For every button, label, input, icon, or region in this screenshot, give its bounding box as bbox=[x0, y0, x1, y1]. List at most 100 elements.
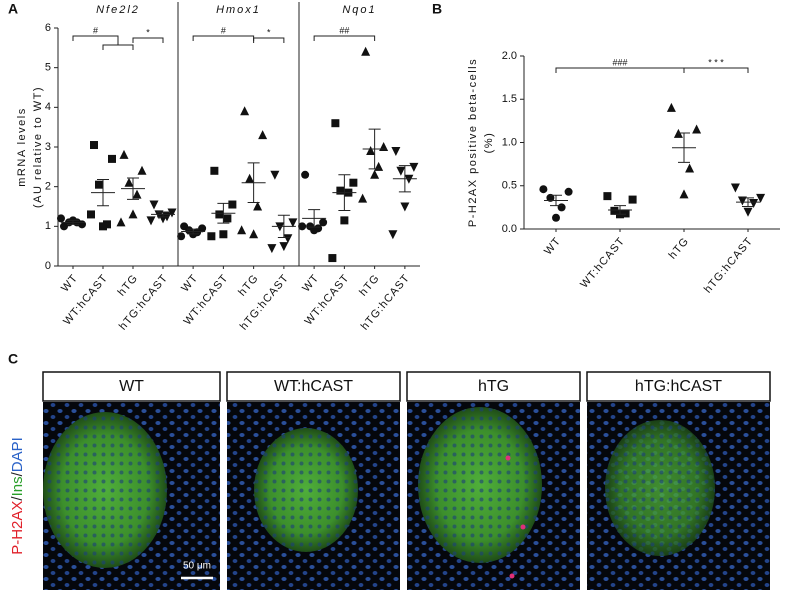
data-point bbox=[730, 183, 740, 193]
group bbox=[730, 183, 766, 217]
data-point bbox=[388, 230, 398, 240]
sem-bar bbox=[742, 197, 754, 208]
data-point bbox=[95, 180, 103, 189]
data-point bbox=[128, 209, 138, 219]
sem-bar bbox=[217, 202, 230, 224]
image-label: hTG:hCAST bbox=[635, 378, 722, 395]
x-tick-label: WT bbox=[300, 272, 321, 294]
significance-label: * * * bbox=[708, 57, 724, 67]
data-point bbox=[539, 185, 548, 194]
data-point bbox=[228, 200, 237, 209]
sem-bar bbox=[308, 209, 321, 228]
sem-bar bbox=[368, 128, 381, 170]
group bbox=[207, 166, 237, 241]
stain-label-part: P-H2AX bbox=[9, 501, 26, 555]
gene-title: Hmox1 bbox=[216, 4, 261, 16]
data-point bbox=[207, 232, 216, 241]
data-point bbox=[564, 187, 573, 196]
significance-bracket bbox=[102, 41, 134, 50]
data-point bbox=[219, 230, 228, 239]
x-tick-label: WT:hCAST bbox=[578, 235, 627, 291]
y-tick-label: 1 bbox=[45, 220, 51, 232]
stain-label-part: / bbox=[9, 471, 26, 476]
data-point bbox=[396, 166, 406, 176]
sem-bar bbox=[678, 132, 690, 163]
y-tick-label: 3 bbox=[45, 141, 51, 153]
data-point bbox=[340, 216, 349, 225]
p-h2ax-spot bbox=[520, 524, 526, 530]
y-tick-label: 1.5 bbox=[502, 93, 517, 105]
data-point bbox=[167, 208, 177, 218]
significance-label: * bbox=[146, 27, 150, 37]
x-tick-label: hTG:hCAST bbox=[702, 235, 755, 295]
data-point bbox=[666, 102, 676, 112]
sem-bar bbox=[127, 177, 139, 200]
data-point bbox=[146, 216, 156, 226]
data-point bbox=[749, 199, 759, 209]
data-point bbox=[301, 170, 310, 179]
data-point bbox=[400, 202, 410, 212]
data-point bbox=[108, 154, 116, 163]
group bbox=[177, 222, 207, 241]
data-point bbox=[288, 218, 298, 228]
data-point bbox=[328, 254, 337, 263]
x-tick-label: WT bbox=[179, 272, 200, 294]
scale-bar-label: 50 μm bbox=[183, 561, 211, 572]
y-tick-label: 6 bbox=[45, 22, 51, 34]
sem-bar bbox=[187, 228, 200, 235]
y-tick-label: 0 bbox=[45, 260, 51, 272]
data-point bbox=[743, 207, 753, 217]
data-point bbox=[210, 166, 219, 175]
data-point bbox=[90, 141, 98, 150]
y-axis-label: mRNA levels bbox=[16, 107, 28, 186]
group bbox=[666, 102, 702, 199]
data-point bbox=[249, 229, 259, 239]
data-point bbox=[692, 124, 702, 134]
significance-bracket bbox=[132, 37, 164, 43]
data-point bbox=[116, 217, 126, 227]
significance-label: * bbox=[267, 27, 271, 37]
image-label-box bbox=[406, 371, 581, 402]
sem-bar bbox=[550, 194, 562, 207]
stain-label: P-H2AX/Ins/DAPI bbox=[9, 437, 26, 555]
image-label: hTG bbox=[478, 378, 509, 395]
data-point bbox=[366, 145, 376, 155]
data-point bbox=[177, 232, 186, 241]
y-axis-label: (%) bbox=[483, 132, 495, 154]
group bbox=[388, 146, 419, 240]
sem-bar bbox=[614, 205, 626, 215]
group bbox=[116, 149, 147, 227]
data-point bbox=[215, 210, 224, 219]
significance-label: ## bbox=[339, 25, 349, 35]
data-point bbox=[99, 222, 107, 231]
data-point bbox=[336, 186, 345, 195]
data-point bbox=[298, 222, 307, 231]
data-point bbox=[253, 201, 263, 211]
group bbox=[298, 170, 328, 235]
significance-bracket bbox=[683, 67, 749, 73]
data-point bbox=[391, 146, 401, 156]
data-point bbox=[137, 165, 147, 175]
data-point bbox=[557, 203, 566, 212]
micrograph bbox=[227, 402, 400, 590]
x-tick-label: hTG bbox=[236, 272, 261, 298]
p-h2ax-spot bbox=[505, 455, 511, 461]
data-point bbox=[57, 214, 65, 223]
islet-nuclei bbox=[418, 407, 542, 563]
significance-bracket bbox=[72, 35, 119, 41]
data-point bbox=[283, 234, 293, 244]
x-tick-label: WT bbox=[542, 235, 563, 257]
data-point bbox=[349, 178, 358, 187]
data-point bbox=[240, 106, 250, 116]
data-point bbox=[358, 193, 368, 203]
image-label: WT bbox=[119, 378, 144, 395]
image-label: WT:hCAST bbox=[274, 378, 353, 395]
micrograph bbox=[407, 402, 580, 590]
image-label-box bbox=[586, 371, 771, 402]
sem-bar bbox=[338, 174, 351, 211]
data-point bbox=[737, 196, 747, 206]
y-tick-label: 0.0 bbox=[502, 223, 517, 235]
data-point bbox=[237, 225, 247, 235]
data-point bbox=[132, 189, 142, 199]
